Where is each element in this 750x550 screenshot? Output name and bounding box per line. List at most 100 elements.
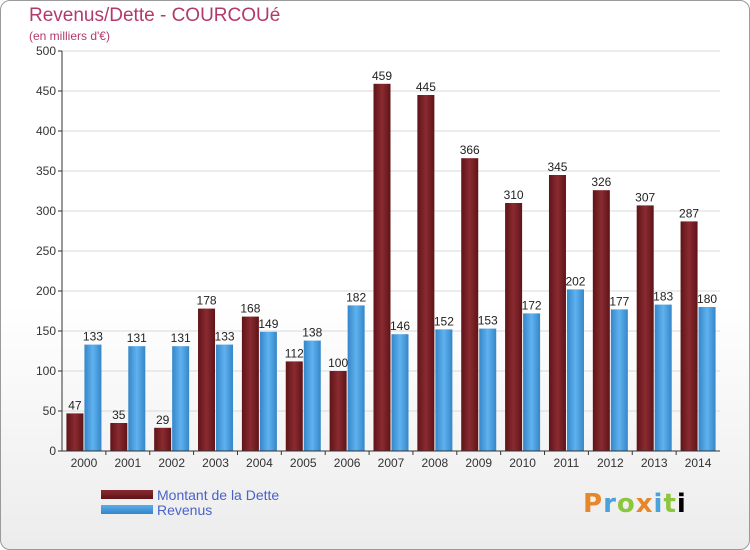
bar-revenus — [566, 289, 584, 451]
bar-revenus — [172, 346, 190, 451]
data-label-revenus: 133 — [215, 330, 235, 344]
data-label-dette: 310 — [504, 188, 524, 202]
bar-revenus — [698, 307, 716, 451]
data-label-revenus: 183 — [653, 290, 673, 304]
bar-dette — [154, 427, 172, 451]
data-label-revenus: 172 — [522, 298, 542, 312]
bar-dette — [461, 158, 479, 451]
legend-swatch-revenus — [101, 505, 153, 514]
bar-dette — [329, 371, 347, 451]
bar-dette — [636, 205, 654, 451]
legend-item-revenus: Revenus — [101, 501, 279, 518]
chart-subtitle: (en milliers d'€) — [29, 29, 110, 43]
x-tick-label: 2010 — [509, 456, 536, 470]
bar-revenus — [128, 346, 146, 451]
legend-label-revenus: Revenus — [157, 501, 213, 518]
bar-revenus — [654, 304, 672, 451]
legend: Montant de la Dette Revenus — [101, 486, 280, 518]
data-label-revenus: 133 — [83, 330, 103, 344]
data-label-revenus: 202 — [565, 274, 585, 288]
grid-lines — [62, 50, 720, 412]
data-label-revenus: 146 — [390, 319, 410, 333]
bar-revenus — [523, 313, 541, 451]
data-label-dette: 366 — [460, 143, 480, 157]
x-tick-label: 2011 — [554, 456, 580, 470]
chart-title: Revenus/Dette - COURCOUé — [29, 5, 281, 26]
x-tick-label: 2004 — [246, 456, 273, 470]
data-label-revenus: 177 — [609, 294, 629, 308]
x-tick-label: 2013 — [641, 456, 668, 470]
y-tick-label: 150 — [36, 324, 56, 338]
x-tick-label: 2008 — [422, 456, 449, 470]
data-label-revenus: 149 — [258, 317, 278, 331]
bar-dette — [198, 308, 216, 451]
bar-revenus — [610, 309, 628, 451]
data-label-dette: 100 — [328, 356, 348, 370]
data-label-dette: 345 — [547, 160, 567, 174]
data-label-revenus: 153 — [478, 314, 498, 328]
x-tick-label: 2001 — [114, 456, 141, 470]
y-tick-label: 450 — [36, 84, 56, 98]
data-label-dette: 445 — [416, 80, 436, 94]
bar-revenus — [435, 329, 453, 451]
legend-label-dette: Montant de la Dette — [157, 486, 280, 503]
y-tick-label: 400 — [36, 124, 56, 138]
bar-dette — [66, 413, 84, 451]
data-label-dette: 459 — [372, 69, 392, 83]
bar-revenus — [479, 328, 497, 451]
x-tick-label: 2002 — [158, 456, 185, 470]
data-label-revenus: 180 — [697, 292, 717, 306]
y-tick-label: 50 — [43, 404, 57, 418]
bar-dette — [548, 175, 566, 451]
data-label-revenus: 131 — [127, 331, 147, 345]
y-tick-label: 350 — [36, 164, 56, 178]
axes: 0 50 100 150 200 250 300 350 400 450 500 2000 2001 20… — [36, 44, 720, 470]
data-label-dette: 47 — [68, 398, 82, 412]
bar-revenus — [216, 344, 234, 451]
data-label-dette: 35 — [112, 408, 126, 422]
data-label-revenus: 138 — [302, 326, 322, 340]
bar-revenus — [391, 334, 409, 451]
data-label-revenus: 152 — [434, 314, 454, 328]
bar-revenus — [84, 344, 102, 451]
x-tick-label: 2014 — [685, 456, 712, 470]
data-label-dette: 307 — [635, 190, 655, 204]
bar-dette — [592, 190, 610, 451]
bar-dette — [110, 423, 128, 451]
bars — [66, 83, 716, 452]
x-tick-label: 2012 — [597, 456, 624, 470]
y-tick-label: 500 — [36, 44, 56, 58]
y-tick-label: 100 — [36, 364, 56, 378]
x-tick-label: 2003 — [202, 456, 229, 470]
data-label-dette: 168 — [240, 302, 260, 316]
y-tick-label: 300 — [36, 204, 56, 218]
bar-dette — [373, 83, 391, 452]
data-label-revenus: 131 — [171, 331, 191, 345]
x-tick-label: 2006 — [334, 456, 361, 470]
bar-dette — [417, 95, 435, 451]
bar-dette — [241, 316, 259, 451]
bar-dette — [680, 221, 698, 451]
data-label-dette: 287 — [679, 206, 699, 220]
x-tick-label: 2005 — [290, 456, 317, 470]
legend-swatch-dette — [101, 490, 153, 499]
x-tick-label: 2009 — [465, 456, 492, 470]
data-label-revenus: 182 — [346, 290, 366, 304]
legend-item-dette: Montant de la Dette — [101, 486, 280, 503]
y-tick-label: 250 — [36, 244, 56, 258]
proxiti-logo: Proxiti — [583, 489, 687, 519]
y-tick-label: 0 — [49, 444, 56, 458]
bar-dette — [505, 203, 523, 451]
x-tick-label: 2000 — [71, 456, 98, 470]
bar-revenus — [259, 331, 277, 451]
bar-revenus — [303, 340, 321, 451]
bar-revenus — [347, 305, 365, 451]
x-tick-label: 2007 — [378, 456, 405, 470]
y-tick-label: 200 — [36, 284, 56, 298]
data-label-dette: 326 — [591, 175, 611, 189]
bar-dette — [285, 361, 303, 451]
data-label-dette: 112 — [285, 346, 304, 360]
